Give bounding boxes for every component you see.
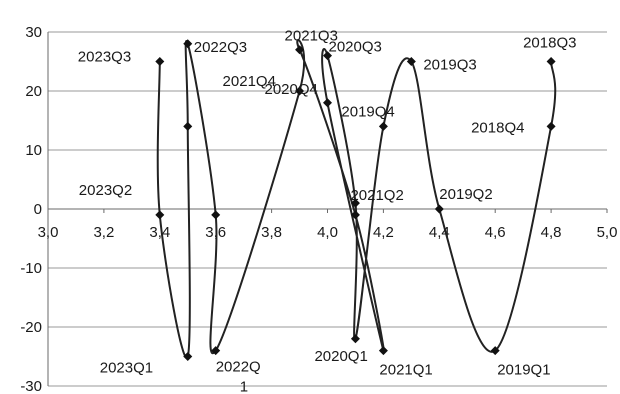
point-marker (295, 45, 305, 55)
data-label: 2018Q4 (471, 119, 524, 136)
data-label: 2019Q2 (439, 186, 492, 203)
data-label: 2021Q2 (350, 187, 403, 204)
x-tick-label: 4,6 (485, 224, 506, 241)
point-marker (350, 210, 360, 220)
point-markers (155, 39, 556, 361)
point-marker (183, 352, 193, 361)
data-label: 2022Q (216, 359, 261, 376)
point-labels: 2018Q3 2018Q4 2019Q1 2019Q2 2019Q3 2019Q4 2020… (78, 28, 577, 394)
data-label: 1 (240, 379, 248, 394)
point-marker (323, 51, 332, 61)
point-marker (406, 57, 416, 66)
series-curve (156, 39, 557, 359)
y-tick-labels: -30 -20 -10 0 10 20 30 (20, 24, 42, 394)
x-tick-label: 3,0 (38, 224, 59, 241)
data-label: 2018Q3 (523, 35, 576, 52)
data-label: 2020Q3 (329, 39, 382, 56)
point-marker (546, 57, 556, 66)
x-tick-label: 3,2 (93, 224, 114, 241)
data-label: 2021Q3 (285, 28, 338, 45)
point-marker (183, 121, 193, 131)
data-label: 2022Q3 (194, 39, 247, 56)
x-tick-label: 4,2 (373, 224, 394, 241)
x-tick-label: 4,8 (541, 224, 562, 241)
data-label: 2023Q2 (79, 182, 132, 199)
axes (47, 32, 608, 386)
y-tick-label: 20 (25, 83, 42, 100)
y-tick-label: -10 (20, 260, 42, 277)
x-tick-label: 5,0 (597, 224, 618, 241)
data-label: 2023Q3 (78, 49, 131, 66)
data-label: 2020Q1 (314, 348, 367, 365)
point-marker (211, 210, 221, 220)
point-marker (434, 204, 444, 214)
y-tick-label: 0 (34, 201, 42, 218)
x-tick-label: 3,4 (149, 224, 170, 241)
point-marker (490, 346, 500, 356)
point-marker (350, 198, 360, 208)
point-marker (183, 39, 193, 49)
x-tick-label: 3,8 (261, 224, 282, 241)
data-label: 2019Q3 (423, 57, 476, 74)
data-label: 2023Q1 (100, 360, 153, 377)
data-label: 2019Q4 (341, 103, 394, 120)
data-label: 2020Q4 (265, 81, 318, 98)
y-tick-label: 10 (25, 142, 42, 159)
data-label: 2021Q1 (379, 362, 432, 379)
point-marker (378, 346, 388, 356)
point-marker (155, 57, 165, 66)
point-marker (350, 334, 360, 344)
y-tick-label: -30 (20, 378, 42, 394)
y-tick-label: -20 (20, 319, 42, 336)
point-marker (295, 86, 305, 96)
x-tick-labels: 3,0 3,2 3,4 3,6 3,8 4,0 4,2 4,4 4,6 4,8 5,0 (38, 224, 618, 241)
point-marker (211, 346, 221, 356)
point-marker (155, 210, 165, 220)
data-label: 2019Q1 (497, 362, 550, 379)
point-marker (323, 98, 332, 108)
series-line (156, 39, 557, 359)
x-tick-label: 4,0 (317, 224, 338, 241)
point-marker (378, 121, 388, 131)
point-marker (546, 121, 556, 131)
data-label: 2021Q4 (223, 73, 276, 90)
y-tick-label: 30 (25, 24, 42, 41)
